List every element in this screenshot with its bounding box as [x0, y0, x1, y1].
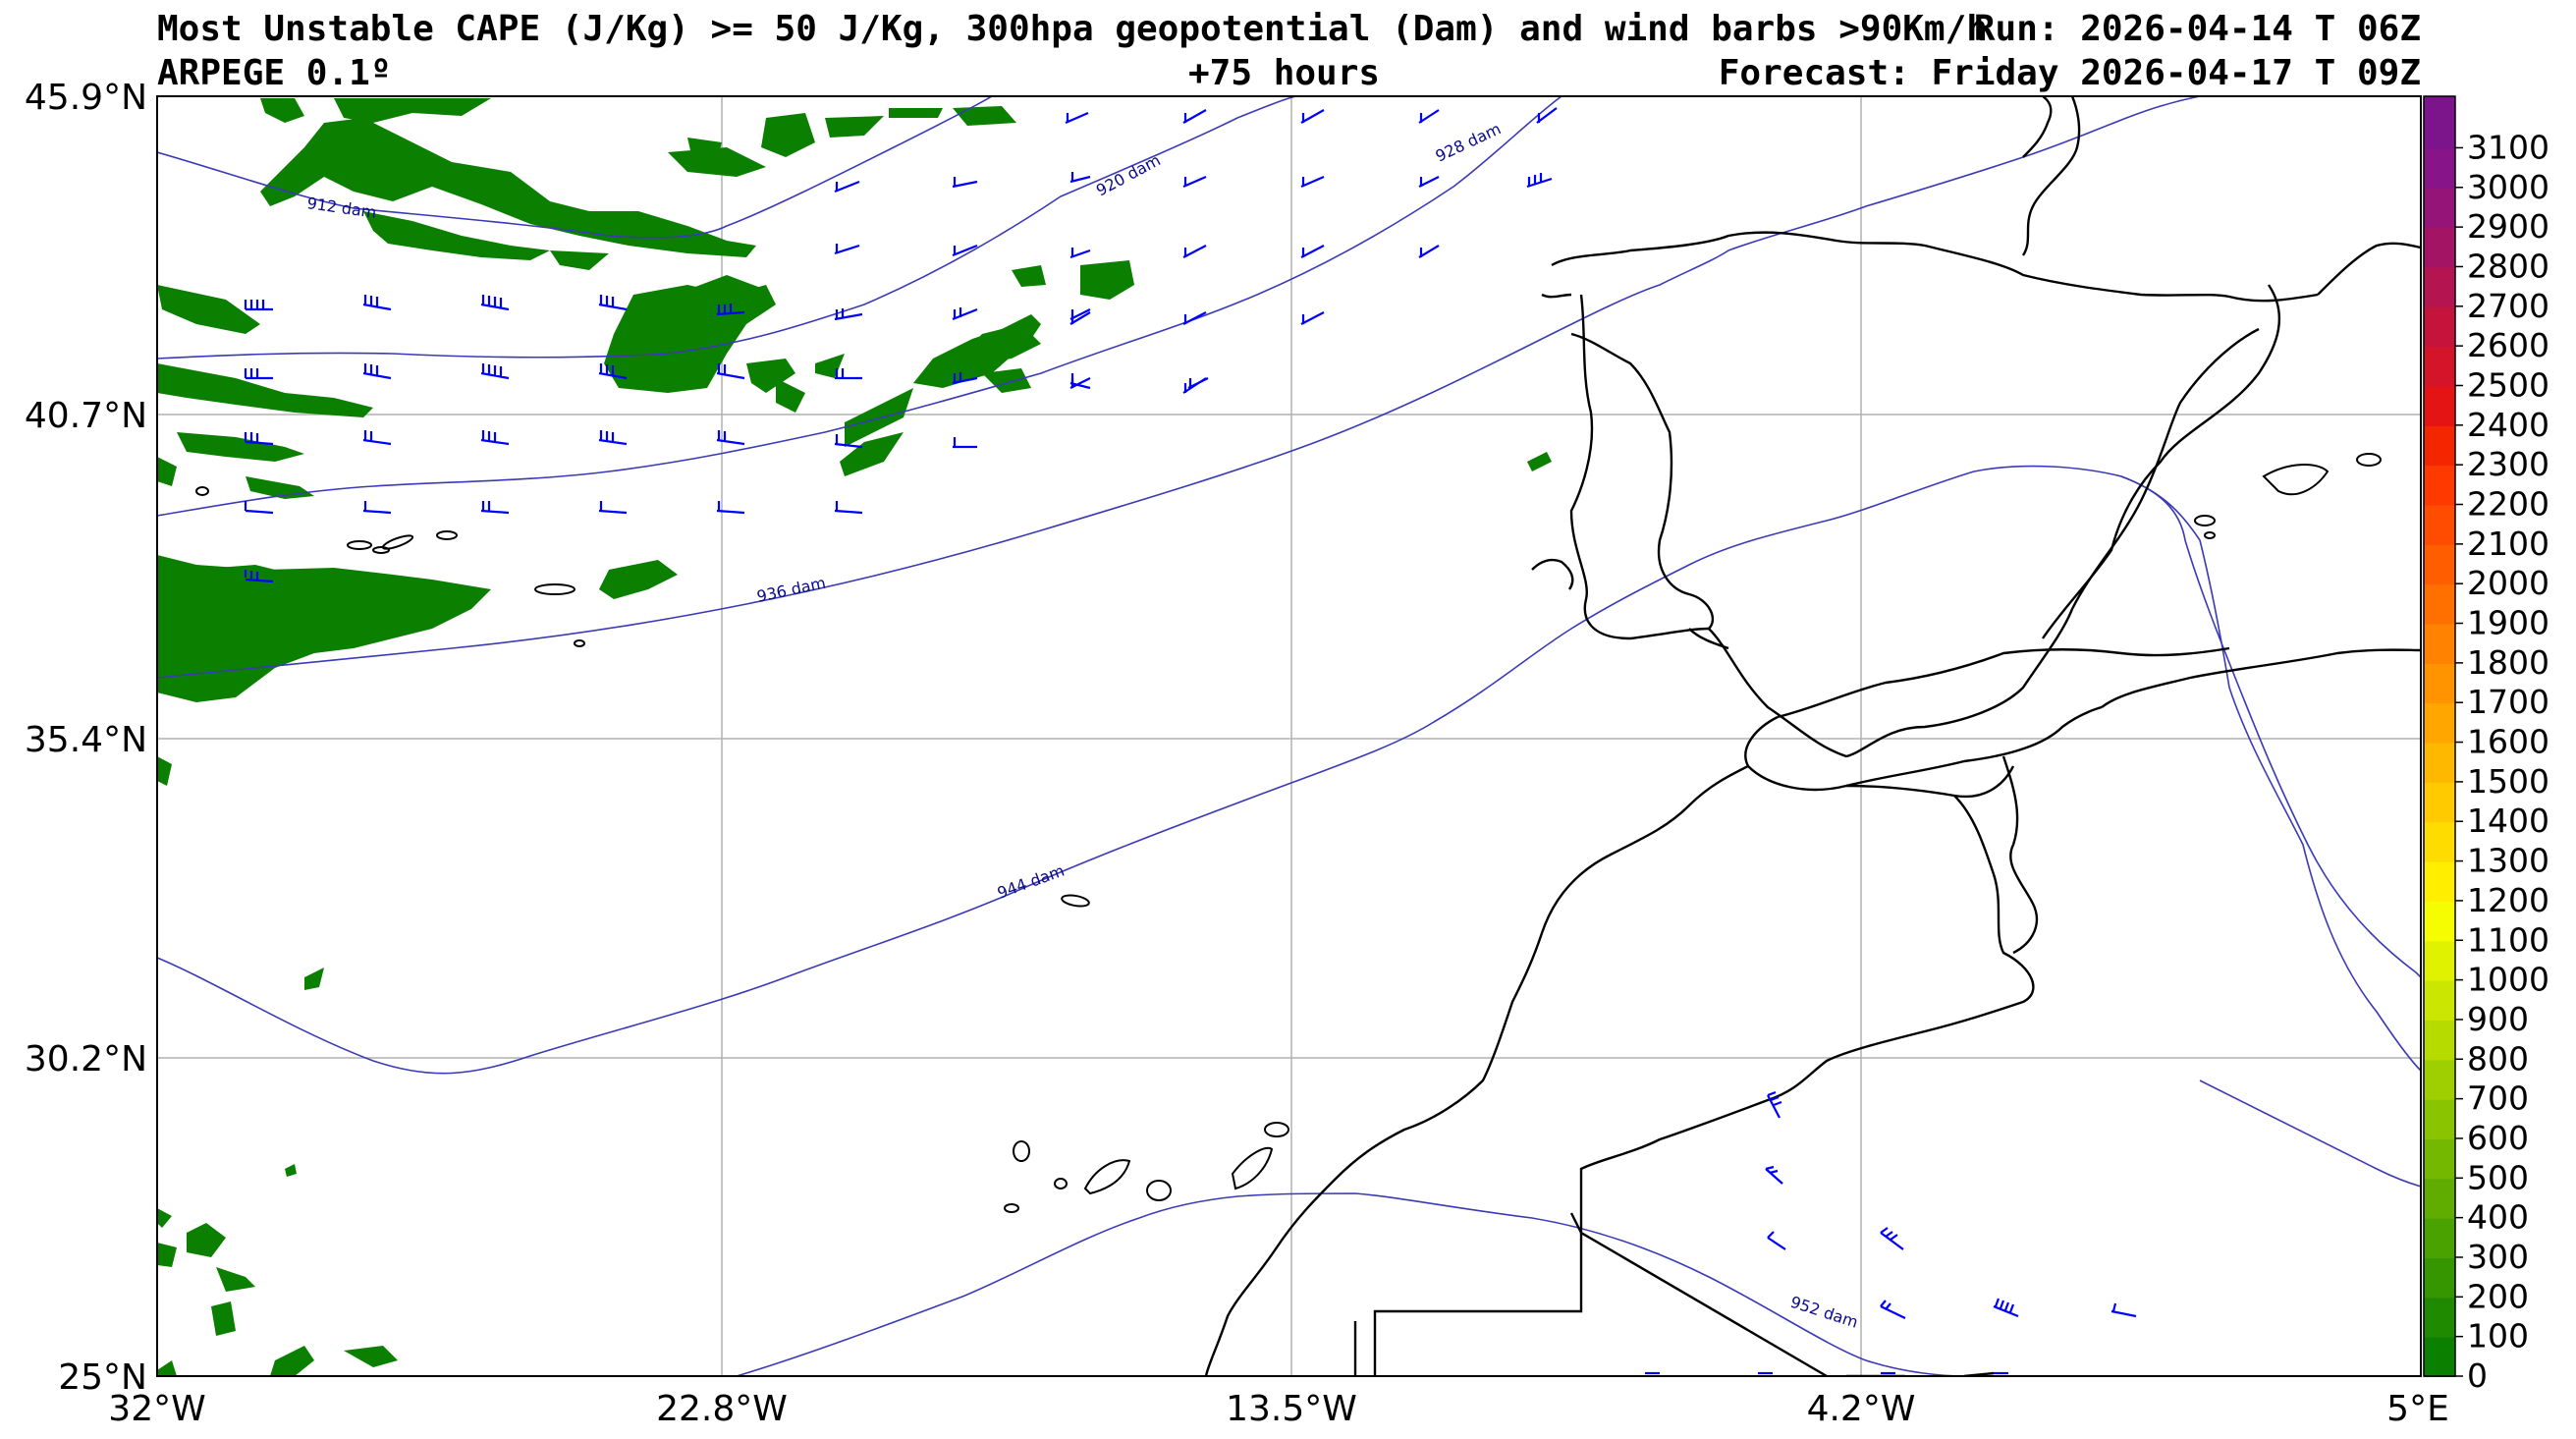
geopotential-contours	[157, 96, 2421, 1376]
colorbar-segment	[2424, 940, 2455, 981]
colorbar-tick-label: 900	[2467, 1000, 2529, 1038]
colorbar-segment	[2424, 1178, 2455, 1219]
colorbar-segment	[2424, 187, 2455, 229]
lon-tick-label: 4.2°W	[1807, 1389, 1916, 1429]
colorbar-segment	[2424, 1137, 2455, 1180]
gridlines	[157, 96, 2421, 1376]
longitude-labels: 32°W 22.8°W 13.5°W 4.2°W 5°E	[108, 1389, 2449, 1429]
colorbar-tick-label: 1600	[2467, 723, 2549, 761]
colorbar-segment	[2424, 623, 2455, 664]
colorbar-tick-label: 1800	[2467, 643, 2549, 682]
contour-label: 944 dam	[995, 861, 1067, 903]
colorbar-tick-label: 3000	[2467, 168, 2549, 206]
colorbar-segment	[2424, 346, 2455, 387]
colorbar-tick-label: 2700	[2467, 287, 2549, 325]
lat-tick-label: 40.7°N	[25, 396, 147, 436]
cape-areas	[157, 98, 1552, 1376]
colorbar-segment	[2424, 1098, 2455, 1139]
colorbar-segment	[2424, 860, 2455, 902]
islands	[195, 453, 2382, 1213]
map-title: Most Unstable CAPE (J/Kg) >= 50 J/Kg, 30…	[157, 9, 1988, 49]
colorbar-tick-label: 100	[2467, 1317, 2529, 1356]
contour-label: 936 dam	[755, 574, 828, 606]
colorbar-tick-label: 2800	[2467, 247, 2549, 285]
colorbar-segment	[2424, 1297, 2455, 1338]
lat-tick-label: 25°N	[58, 1357, 147, 1398]
lon-tick-label: 32°W	[108, 1389, 205, 1429]
colorbar-tick-label: 1200	[2467, 881, 2549, 919]
contour-label: 928 dam	[1433, 119, 1505, 165]
coastlines	[1204, 96, 2421, 1376]
colorbar-segment	[2424, 702, 2455, 744]
colorbar-segment	[2424, 147, 2455, 189]
colorbar-tick-label: 1900	[2467, 604, 2549, 642]
colorbar-tick-label: 700	[2467, 1079, 2529, 1118]
colorbar-frame	[2423, 95, 2456, 1377]
lat-tick-label: 30.2°N	[25, 1039, 147, 1079]
model-name: ARPEGE 0.1º	[157, 53, 392, 93]
contour-labels: 912 dam 920 dam 928 dam 936 dam 944 dam …	[305, 119, 1860, 1331]
colorbar-tick-label: 1400	[2467, 802, 2549, 840]
colorbar-segment	[2424, 1256, 2455, 1299]
colorbar: 0100200300400500600700800900100011001200…	[2423, 95, 2549, 1395]
colorbar-tick-label: 600	[2467, 1119, 2529, 1157]
colorbar-tick-label: 200	[2467, 1277, 2529, 1315]
colorbar-tick-label: 0	[2467, 1356, 2488, 1395]
colorbar-tick-label: 400	[2467, 1198, 2529, 1237]
colorbar-segment	[2424, 1217, 2455, 1258]
colorbar-segment	[2424, 108, 2455, 149]
colorbar-tick-label: 1300	[2467, 842, 2549, 880]
colorbar-tick-label: 2400	[2467, 406, 2549, 444]
colorbar-tick-label: 2000	[2467, 564, 2549, 602]
contour-label: 912 dam	[305, 194, 377, 222]
colorbar-segment	[2424, 266, 2455, 307]
lon-tick-label: 22.8°W	[656, 1389, 788, 1429]
run-time: Run: 2026-04-14 T 06Z	[1973, 9, 2421, 49]
colorbar-segment	[2424, 543, 2455, 585]
colorbar-tick-label: 2600	[2467, 326, 2549, 364]
wind-barbs	[244, 107, 2137, 1375]
colorbar-tick-label: 1100	[2467, 920, 2549, 959]
colorbar-segment	[2424, 227, 2455, 268]
colorbar-segment	[2424, 900, 2455, 942]
latitude-labels: 45.9°N 40.7°N 35.4°N 30.2°N 25°N	[25, 78, 147, 1398]
colorbar-tick-label: 2900	[2467, 207, 2549, 246]
lat-tick-label: 45.9°N	[25, 78, 147, 118]
colorbar-segment	[2424, 424, 2455, 467]
colorbar-segment	[2424, 504, 2455, 545]
colorbar-tick-label: 1700	[2467, 683, 2549, 721]
colorbar-tick-label: 3100	[2467, 128, 2549, 166]
contour-label: 920 dam	[1093, 150, 1164, 199]
map-frame	[156, 95, 2422, 1377]
colorbar-tick-label: 1500	[2467, 762, 2549, 801]
colorbar-tick-label: 2100	[2467, 525, 2549, 563]
colorbar-segment	[2424, 781, 2455, 823]
colorbar-tick-label: 300	[2467, 1238, 2529, 1276]
lon-tick-label: 5°E	[2386, 1389, 2449, 1429]
lead-time: +75 hours	[1188, 53, 1381, 93]
forecast-time: Forecast: Friday 2026-04-17 T 09Z	[1718, 53, 2421, 93]
colorbar-tick-label: 2500	[2467, 365, 2549, 404]
colorbar-segment	[2424, 1336, 2455, 1377]
colorbar-segment	[2424, 96, 2455, 110]
colorbar-tick-label: 800	[2467, 1039, 2529, 1078]
colorbar-tick-label: 2300	[2467, 445, 2549, 483]
colorbar-segment	[2424, 465, 2455, 506]
lat-tick-label: 35.4°N	[25, 720, 147, 760]
colorbar-segment	[2424, 742, 2455, 783]
colorbar-tick-label: 1000	[2467, 961, 2549, 999]
colorbar-segment	[2424, 1059, 2455, 1100]
colorbar-segment	[2424, 979, 2455, 1021]
colorbar-tick-label: 2200	[2467, 485, 2549, 524]
colorbar-segment	[2424, 385, 2455, 426]
lon-tick-label: 13.5°W	[1226, 1389, 1357, 1429]
colorbar-segment	[2424, 305, 2455, 348]
colorbar-segment	[2424, 662, 2455, 704]
colorbar-segment	[2424, 583, 2455, 625]
colorbar-segment	[2424, 821, 2455, 862]
colorbar-segment	[2424, 1019, 2455, 1061]
colorbar-tick-label: 500	[2467, 1158, 2529, 1196]
